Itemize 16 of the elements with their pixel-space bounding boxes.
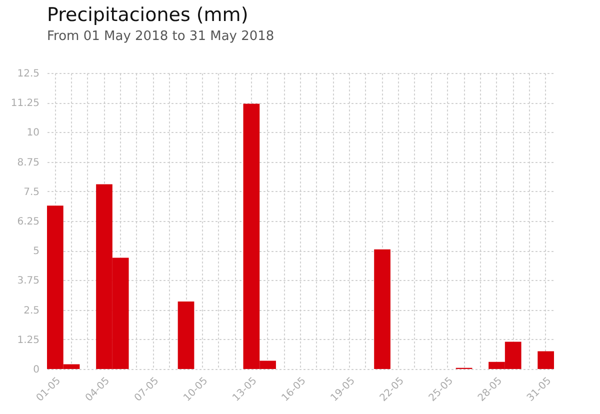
y-tick-label: 8.75: [17, 157, 40, 168]
y-tick-label: 0: [33, 364, 40, 376]
y-tick-label: 6.25: [17, 216, 40, 228]
y-tick-label: 12.5: [17, 68, 40, 80]
y-tick-label: 5: [33, 246, 40, 258]
y-tick-label: 1.25: [17, 334, 40, 346]
y-tick-label: 10: [26, 128, 40, 139]
chart-subtitle: From 01 May 2018 to 31 May 2018: [47, 29, 274, 44]
bar: [538, 351, 554, 369]
chart-title: Precipitaciones (mm): [47, 4, 248, 26]
bar: [178, 302, 194, 369]
y-tick-label: 11.25: [10, 98, 40, 110]
y-tick-label: 7.5: [24, 186, 40, 198]
bar: [374, 249, 390, 369]
y-tick-label: 3.75: [17, 276, 40, 287]
y-tick-label: 2.5: [24, 305, 40, 316]
